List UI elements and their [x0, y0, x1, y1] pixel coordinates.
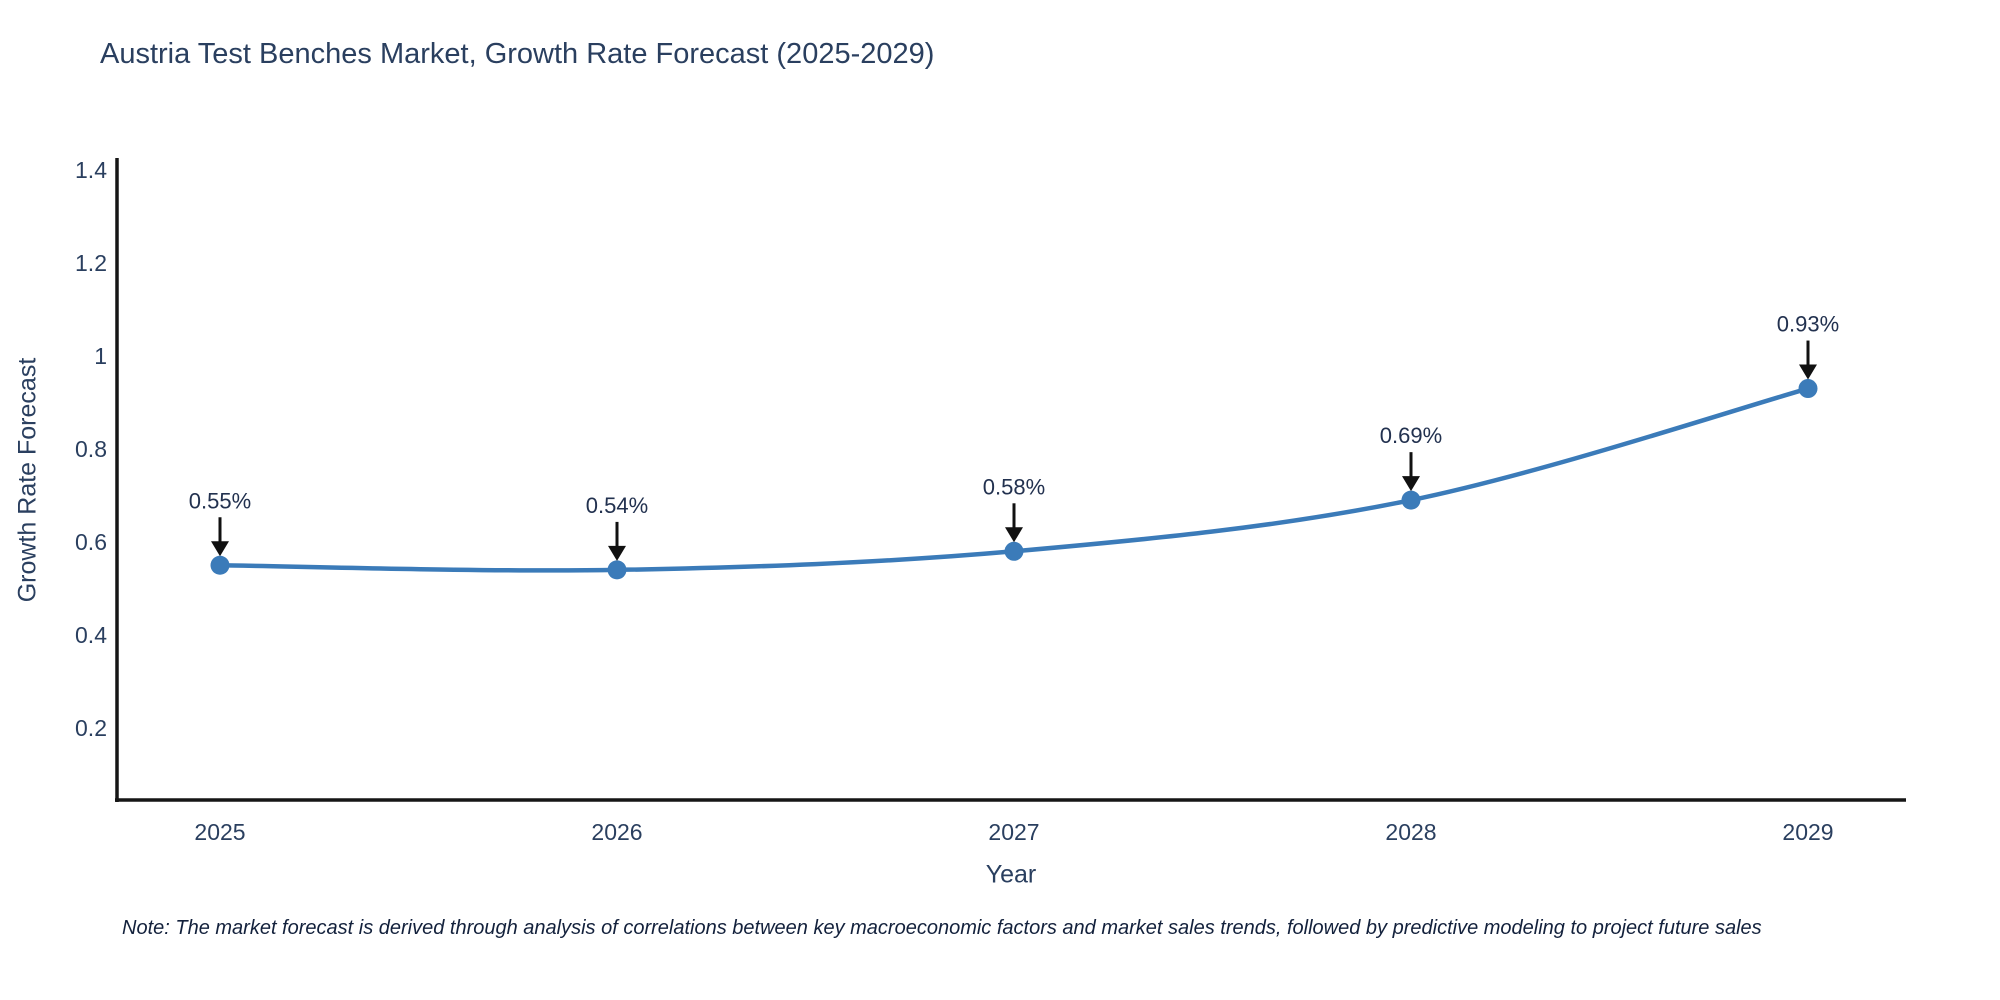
- footnote: Note: The market forecast is derived thr…: [122, 917, 1762, 939]
- y-tick-label: 1.4: [75, 157, 107, 183]
- y-tick-label: 0.6: [75, 529, 107, 555]
- y-tick-label: 0.2: [75, 715, 107, 741]
- data-point-label: 0.93%: [1777, 312, 1839, 337]
- annotation-arrowhead: [211, 541, 229, 557]
- data-point-marker[interactable]: [1798, 379, 1818, 399]
- data-point-marker[interactable]: [607, 560, 627, 580]
- x-tick-label: 2029: [1782, 819, 1833, 845]
- chart-title: Austria Test Benches Market, Growth Rate…: [100, 38, 935, 70]
- x-axis-title: Year: [985, 860, 1037, 889]
- data-point-marker[interactable]: [1401, 490, 1421, 510]
- annotation-arrowhead: [1402, 476, 1420, 492]
- y-tick-label: 0.8: [75, 436, 107, 462]
- data-point-marker[interactable]: [210, 555, 230, 575]
- y-tick-label: 0.4: [75, 622, 107, 648]
- data-point-label: 0.54%: [586, 493, 648, 518]
- y-tick-label: 1: [94, 343, 107, 369]
- data-point-marker[interactable]: [1004, 541, 1024, 561]
- x-tick-label: 2026: [591, 819, 642, 845]
- data-point-label: 0.55%: [189, 488, 251, 513]
- x-tick-label: 2025: [194, 819, 245, 845]
- annotation-arrowhead: [1799, 364, 1817, 380]
- data-point-label: 0.69%: [1380, 423, 1442, 448]
- x-tick-label: 2028: [1385, 819, 1436, 845]
- x-tick-label: 2027: [988, 819, 1039, 845]
- annotation-arrowhead: [1005, 527, 1023, 543]
- annotation-arrowhead: [608, 545, 626, 561]
- data-point-label: 0.58%: [983, 474, 1045, 499]
- y-tick-label: 1.2: [75, 250, 107, 276]
